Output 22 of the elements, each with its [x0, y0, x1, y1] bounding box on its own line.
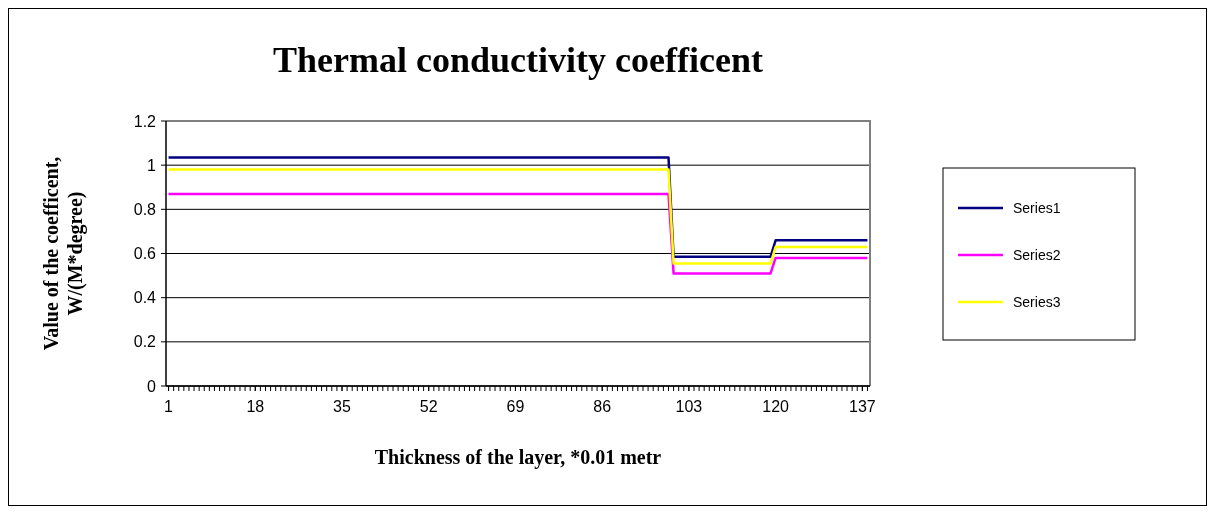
x-tick-label: 52	[419, 398, 438, 415]
legend-label: Series1	[1013, 199, 1061, 216]
y-tick-label: 1	[147, 156, 157, 174]
y-tick-label: 0.6	[133, 245, 157, 263]
legend-label: Series2	[1013, 246, 1061, 263]
x-tick-label: 18	[246, 398, 265, 415]
x-tick-label: 35	[333, 398, 351, 415]
y-axis-title: Value of the coefficent, W/(M*degree)	[40, 156, 87, 351]
x-tick-label: 103	[675, 398, 703, 415]
y-tick-label: 0.8	[133, 200, 157, 218]
x-tick-label: 120	[762, 398, 790, 415]
y-tick-label: 0	[147, 377, 157, 395]
x-tick-label: 137	[849, 398, 876, 415]
legend-label: Series3	[1013, 293, 1061, 310]
x-tick-label: 86	[593, 398, 612, 415]
x-tick-label: 1	[164, 398, 174, 415]
x-tick-label: 69	[506, 398, 525, 415]
y-tick-label: 0.4	[133, 289, 157, 307]
y-tick-label: 1.2	[133, 112, 157, 130]
y-tick-label: 0.2	[133, 333, 157, 351]
chart-title: Thermal conductivity coefficent	[273, 40, 763, 80]
x-axis-title: Thickness of the layer, *0.01 metr	[374, 446, 662, 469]
